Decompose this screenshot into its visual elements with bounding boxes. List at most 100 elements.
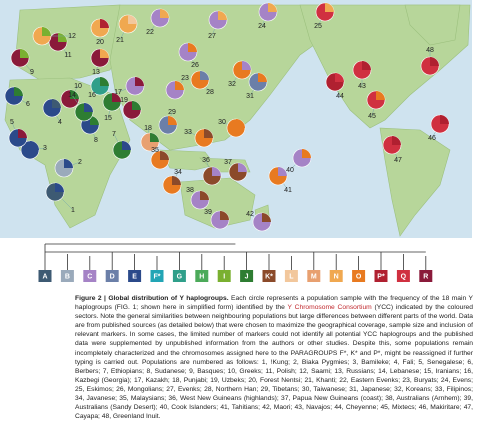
map-label: 6 [26, 101, 30, 108]
pie-sector [392, 136, 401, 145]
map-label: 2 [78, 159, 82, 166]
pie-sector [175, 81, 184, 90]
pie-sector [84, 103, 93, 112]
map-label: 24 [258, 23, 266, 30]
pie-sector [212, 167, 221, 176]
pie-sector [14, 87, 23, 96]
haplogroup-label: M [311, 273, 317, 280]
map-label: 43 [358, 83, 366, 90]
pie-sector [168, 116, 177, 125]
pie-sector [188, 43, 197, 52]
map-label: 23 [181, 75, 189, 82]
haplogroup-label: F* [154, 273, 161, 280]
haplogroup-box [329, 270, 343, 282]
map-label: 44 [336, 93, 344, 100]
map-label: 31 [246, 93, 254, 100]
pie-sector [100, 77, 109, 86]
map-label: 39 [204, 209, 212, 216]
map-label: 8 [94, 137, 98, 144]
pie-sector [238, 163, 247, 172]
land [4, 4, 471, 237]
map-label: 3 [43, 145, 47, 152]
haplogroup-label: A [42, 273, 47, 280]
map-label: 18 [144, 125, 152, 132]
map-label: 48 [426, 47, 434, 54]
haplogroup-box [374, 270, 388, 282]
haplogroup-box [419, 270, 433, 282]
haplogroup-label: G [177, 273, 183, 280]
map-label: 41 [284, 187, 292, 194]
haplogroup-label: J [245, 273, 249, 280]
map-label: 16 [88, 92, 96, 99]
pie-sector [200, 71, 209, 80]
haplogroup-label: H [199, 273, 204, 280]
haplogroup-box [60, 270, 74, 282]
pie-sector [218, 11, 227, 20]
map-label: 25 [314, 23, 322, 30]
pie-sector [172, 176, 181, 185]
haplogroup-label: L [289, 273, 294, 280]
caption-title: Global distribution of Y haplogroups. [108, 295, 229, 302]
pie-sector [376, 91, 385, 100]
haplogroup-label: N [334, 273, 339, 280]
haplogroup-label: P* [377, 273, 385, 280]
map-label: 40 [286, 167, 294, 174]
map-label: 46 [428, 135, 436, 142]
haplogroup-box [128, 270, 142, 282]
pie-sector [135, 77, 144, 86]
pie-sector [302, 149, 311, 158]
pie-sector [55, 183, 64, 192]
map-label: 4 [58, 119, 62, 126]
map-label: 38 [186, 187, 194, 194]
map-label: 13 [92, 69, 100, 76]
map-label: 1 [71, 207, 75, 214]
map-label: 36 [202, 157, 210, 164]
caption-link[interactable]: Y Chromosome Consortium [287, 304, 372, 312]
pie-sector [220, 211, 229, 220]
map-label: 20 [96, 39, 104, 46]
pie-sector [128, 15, 137, 24]
caption-label: Figure 2 | [75, 295, 106, 302]
haplogroup-box [38, 270, 52, 282]
map-label: 21 [116, 37, 124, 44]
haplogroup-box [195, 270, 209, 282]
haplogroup-box [105, 270, 119, 282]
pie-sector [262, 213, 271, 222]
map-label: 35 [151, 147, 159, 154]
pie-sector [278, 167, 287, 176]
haplogroup-box [262, 270, 276, 282]
map-label: 10 [74, 83, 82, 90]
pie-sector [58, 33, 67, 42]
pie-sector [160, 9, 169, 18]
map-label: 30 [218, 119, 226, 126]
pie-sector [52, 99, 61, 108]
pie-sector [236, 119, 245, 128]
haplogroup-label: D [110, 273, 115, 280]
pie-sector [325, 3, 334, 12]
pie-sector [100, 49, 109, 58]
haplogroup-box [284, 270, 298, 282]
pie-sector [440, 115, 449, 124]
pie-sector [42, 27, 51, 36]
haplogroup-label: K* [265, 273, 273, 280]
haplogroup-box [240, 270, 254, 282]
pie-sector [258, 73, 267, 82]
map-label: 45 [368, 113, 376, 120]
map-label: 14 [68, 92, 76, 99]
map-label: 17 [114, 89, 122, 96]
haplogroup-box [150, 270, 164, 282]
caption-text: (YCC) indicated by the coloured sectors.… [75, 304, 473, 421]
pie-sector [150, 133, 159, 142]
map-label: 11 [64, 52, 71, 59]
pie-sector [18, 129, 27, 138]
haplogroup-box [172, 270, 186, 282]
map-label: 15 [104, 115, 112, 122]
map-label: 29 [168, 109, 176, 116]
caption-text: Each circle represents a population samp… [75, 295, 474, 312]
pie-sector [242, 61, 251, 70]
haplogroup-box [307, 270, 321, 282]
pie-sector [132, 101, 141, 110]
map-label: 28 [206, 89, 214, 96]
